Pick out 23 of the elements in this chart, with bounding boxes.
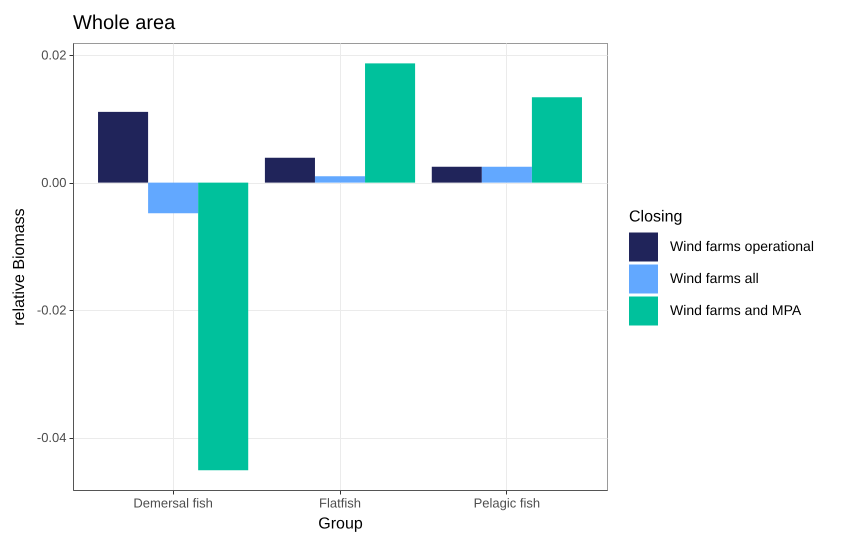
legend-label: Wind farms and MPA <box>670 302 802 318</box>
legend-label: Wind farms all <box>670 270 759 286</box>
x-tick-label: Flatfish <box>319 496 361 510</box>
chart-title: Whole area <box>73 12 176 34</box>
y-tick-label: -0.04 <box>36 430 66 446</box>
bar <box>264 158 315 183</box>
bar <box>365 63 416 183</box>
y-axis-title: relative Biomass <box>10 208 28 326</box>
y-tick-label: 0.02 <box>41 48 66 63</box>
bar <box>532 97 582 183</box>
x-axis-title: Group <box>318 516 363 532</box>
x-tick-label: Pelagic fish <box>474 496 540 510</box>
bar <box>98 112 148 183</box>
bar <box>198 182 248 470</box>
bar <box>482 166 532 183</box>
bar <box>432 166 482 183</box>
y-tick-label: -0.02 <box>36 302 66 318</box>
bar <box>148 182 198 214</box>
x-tick-label: Demersal fish <box>133 496 213 510</box>
legend-label: Wind farms operational <box>670 238 814 254</box>
legend-title: Closing <box>629 208 682 226</box>
bar <box>314 176 366 183</box>
y-tick-label: 0.00 <box>41 175 66 190</box>
